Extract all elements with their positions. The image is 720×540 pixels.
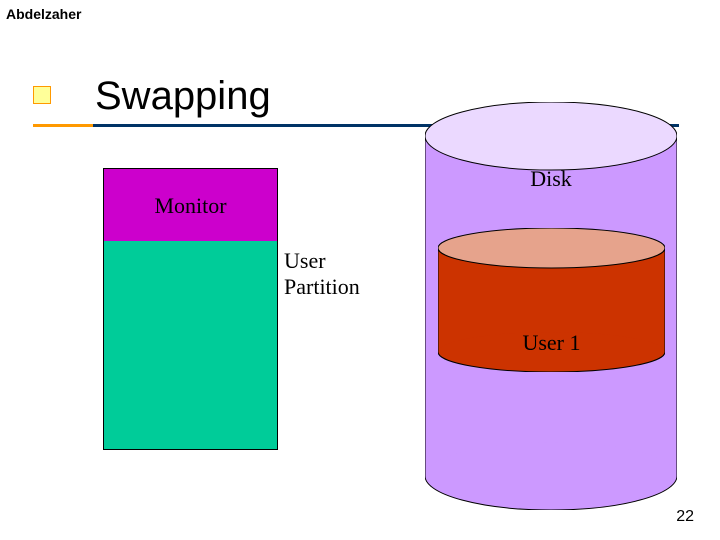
memory-box: Monitor (103, 168, 278, 450)
user1-label: User 1 (438, 330, 665, 356)
monitor-block: Monitor (104, 169, 277, 243)
user-partition-block (104, 241, 277, 449)
title-bullet (33, 86, 51, 104)
monitor-label: Monitor (154, 193, 226, 219)
author-label: Abdelzaher (6, 6, 81, 22)
disk-label: Disk (425, 166, 677, 192)
page-number: 22 (676, 508, 694, 526)
slide-title: Swapping (95, 74, 271, 119)
title-underline-short (33, 124, 93, 127)
user-partition-label: User Partition (284, 248, 360, 300)
